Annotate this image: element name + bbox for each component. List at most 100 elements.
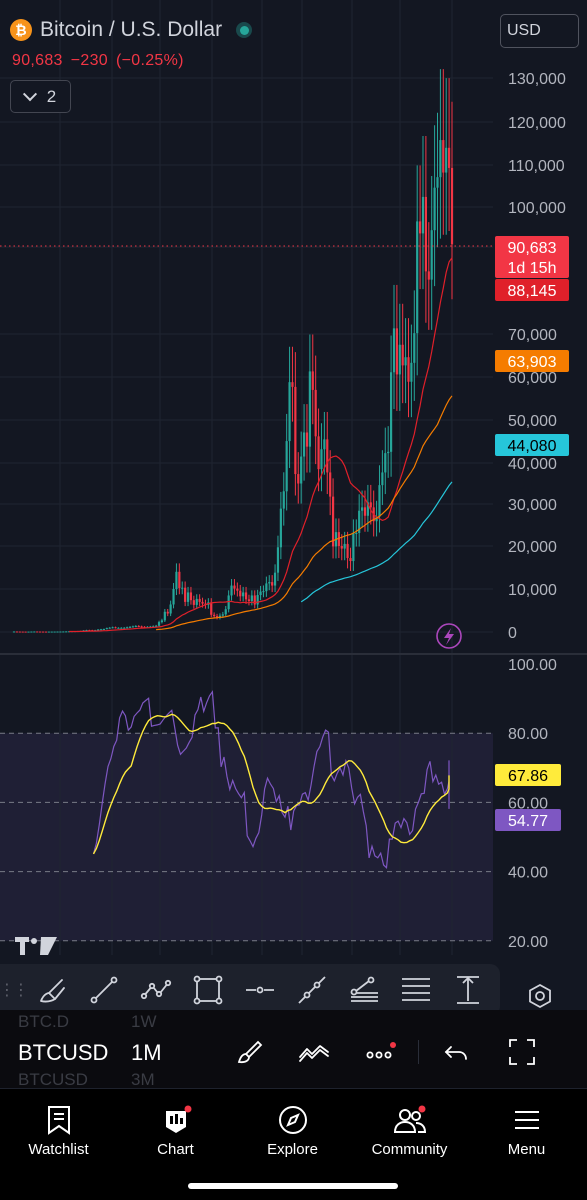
rectangle-icon[interactable]	[182, 968, 234, 1012]
candle	[291, 382, 294, 387]
price-pane[interactable]: 130,000 120,000 110,000 100,000 70,000 60,000…	[0, 0, 587, 655]
candle	[239, 590, 242, 597]
last-price-badge: 90,683 1d 15h	[495, 236, 569, 278]
recent-interval[interactable]: 3M	[131, 1070, 155, 1089]
interval-selector[interactable]: 1M	[131, 1040, 162, 1065]
chevron-down-icon	[22, 86, 37, 101]
indicators-button[interactable]	[294, 1032, 334, 1072]
candle	[305, 432, 309, 447]
symbol-title: Bitcoin / U.S. Dollar	[40, 18, 223, 41]
candle	[358, 510, 361, 533]
candle	[201, 601, 204, 604]
candles	[12, 69, 454, 633]
candle	[224, 609, 227, 615]
chart-settings-button[interactable]	[520, 976, 560, 1016]
logo-part	[31, 938, 37, 944]
recent-symbol[interactable]: BTC.D	[18, 1012, 69, 1031]
badge-bg	[495, 350, 569, 372]
rsi-pane[interactable]: 100.00 80.00 60.00 40.00 20.00 67.86 54.77	[0, 655, 587, 965]
candle	[265, 583, 268, 592]
bottom-navigation: Watchlist Chart Explore Community Menu	[0, 1088, 587, 1200]
undo-button[interactable]	[436, 1032, 476, 1072]
indicators-toggle-button[interactable]: 2	[10, 80, 71, 113]
price-tick-label: 30,000	[508, 497, 557, 514]
ma-fast-line	[69, 257, 453, 633]
indicators-count: 2	[46, 86, 57, 106]
candle	[447, 147, 451, 168]
badge-bg	[495, 764, 561, 786]
rsi-line	[92, 690, 450, 869]
chart-area[interactable]: 130,000 120,000 110,000 100,000 70,000 60,000…	[0, 0, 587, 1010]
candle	[169, 604, 172, 614]
last-price: 90,683	[12, 52, 63, 69]
candle	[369, 502, 372, 508]
candle	[395, 328, 398, 375]
badge-label: 63,903	[508, 354, 557, 371]
badge-label: 90,683	[508, 240, 557, 257]
badge-bg	[495, 434, 569, 456]
candle	[242, 592, 245, 597]
currency-button[interactable]: USD	[500, 14, 579, 48]
candle	[233, 585, 236, 589]
logo-part	[20, 937, 25, 955]
candle	[413, 333, 416, 363]
nav-community[interactable]: Community	[351, 1089, 468, 1164]
candle	[300, 456, 303, 484]
ma-slow-line	[300, 481, 453, 603]
replay-lightning-icon	[436, 623, 462, 649]
path-icon[interactable]	[130, 968, 182, 1012]
rsi-ma-line	[92, 713, 450, 855]
brush-icon[interactable]	[26, 968, 78, 1012]
candle	[114, 627, 117, 629]
candle	[163, 611, 166, 621]
candle	[160, 620, 164, 623]
candle	[85, 630, 88, 632]
bitcoin-icon: ₿	[10, 19, 32, 41]
candle	[407, 357, 410, 382]
nav-watchlist[interactable]: Watchlist	[0, 1089, 117, 1164]
price-tick-label: 110,000	[508, 158, 565, 175]
recent-interval[interactable]: 1W	[131, 1012, 157, 1031]
icon-bolt	[444, 628, 454, 645]
candle	[152, 626, 155, 628]
candle	[323, 439, 326, 450]
candle	[337, 532, 340, 546]
icon-ring	[436, 623, 462, 649]
candle	[27, 631, 30, 633]
candle	[172, 589, 175, 605]
candle	[271, 582, 274, 586]
drawing-tools-button[interactable]	[229, 1032, 269, 1072]
candle	[108, 627, 111, 629]
badge-label: 44,080	[508, 438, 557, 455]
candle	[366, 502, 369, 516]
candle	[381, 472, 384, 486]
more-icon	[366, 1042, 396, 1059]
logo-part	[40, 937, 57, 955]
nav-menu[interactable]: Menu	[468, 1089, 585, 1164]
fib-retracement-icon[interactable]	[390, 968, 442, 1012]
badge-label: 88,145	[508, 283, 557, 300]
more-button[interactable]	[359, 1032, 399, 1072]
fullscreen-button[interactable]	[502, 1032, 542, 1072]
symbol-header[interactable]: ₿ Bitcoin / U.S. Dollar	[10, 18, 253, 42]
candle	[227, 595, 230, 610]
candle	[65, 631, 68, 633]
price-tick-label: 10,000	[508, 582, 557, 599]
rsi-band	[0, 733, 493, 941]
pitchfork-icon[interactable]	[338, 968, 390, 1012]
candle	[36, 631, 39, 633]
candle	[41, 631, 45, 633]
price-range-icon[interactable]	[442, 968, 494, 1012]
candle	[256, 595, 259, 605]
nav-label: Watchlist	[28, 1141, 89, 1158]
nav-chart[interactable]: Chart	[117, 1089, 234, 1164]
candle	[416, 221, 419, 334]
symbol-selector[interactable]: BTCUSD	[18, 1040, 109, 1065]
candle	[230, 585, 233, 596]
trend-line-icon[interactable]	[78, 968, 130, 1012]
recent-symbol[interactable]: BTCUSD	[18, 1070, 88, 1089]
ray-icon[interactable]	[286, 968, 338, 1012]
drag-handle-icon[interactable]: ⋮⋮	[0, 982, 29, 999]
horizontal-line-icon[interactable]	[234, 968, 286, 1012]
nav-explore[interactable]: Explore	[234, 1089, 351, 1164]
